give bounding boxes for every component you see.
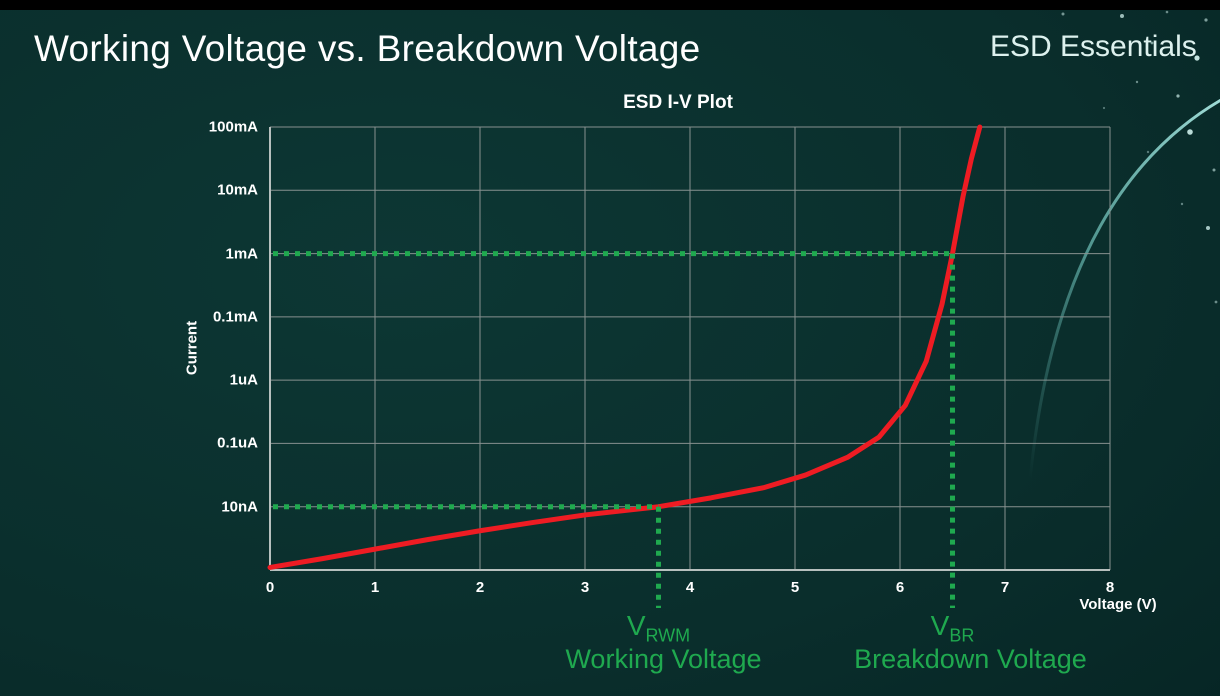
y-tick-100mA: 100mA	[208, 118, 258, 136]
chart-title: ESD I-V Plot	[623, 92, 733, 113]
v-subscript: BR	[949, 625, 975, 646]
breakdown-voltage-caption: Breakdown Voltage	[854, 644, 1087, 674]
x-tick-7: 7	[1000, 579, 1010, 596]
v-symbol: V	[626, 610, 646, 641]
x-tick-8: 8	[1105, 579, 1115, 596]
x-tick-5: 5	[790, 579, 800, 596]
x-tick-1: 1	[370, 579, 380, 596]
working-voltage-caption: Working Voltage	[565, 644, 762, 674]
y-tick-1mA: 1mA	[225, 245, 258, 263]
v-symbol: V	[930, 610, 950, 641]
breakdown-voltage-symbol: VBR	[931, 610, 975, 647]
working-voltage-symbol: VRWM	[627, 610, 690, 647]
y-tick-10mA: 10mA	[217, 181, 258, 199]
v-subscript: RWM	[645, 625, 691, 646]
y-tick-1uA: 1uA	[229, 371, 258, 389]
page-title: Working Voltage vs. Breakdown Voltage	[34, 28, 701, 69]
y-tick-0.1uA: 0.1uA	[217, 434, 258, 452]
x-tick-6: 6	[895, 579, 905, 596]
x-tick-4: 4	[685, 579, 695, 596]
x-tick-0: 0	[265, 579, 275, 596]
y-tick-0.1mA: 0.1mA	[212, 308, 258, 326]
x-tick-2: 2	[475, 579, 485, 596]
top-black-bar	[0, 0, 1220, 10]
y-tick-10nA: 10nA	[221, 498, 258, 516]
x-axis-label: Voltage (V)	[1079, 596, 1157, 613]
brand-text: ESD Essentials	[990, 30, 1197, 63]
x-tick-3: 3	[580, 579, 590, 596]
